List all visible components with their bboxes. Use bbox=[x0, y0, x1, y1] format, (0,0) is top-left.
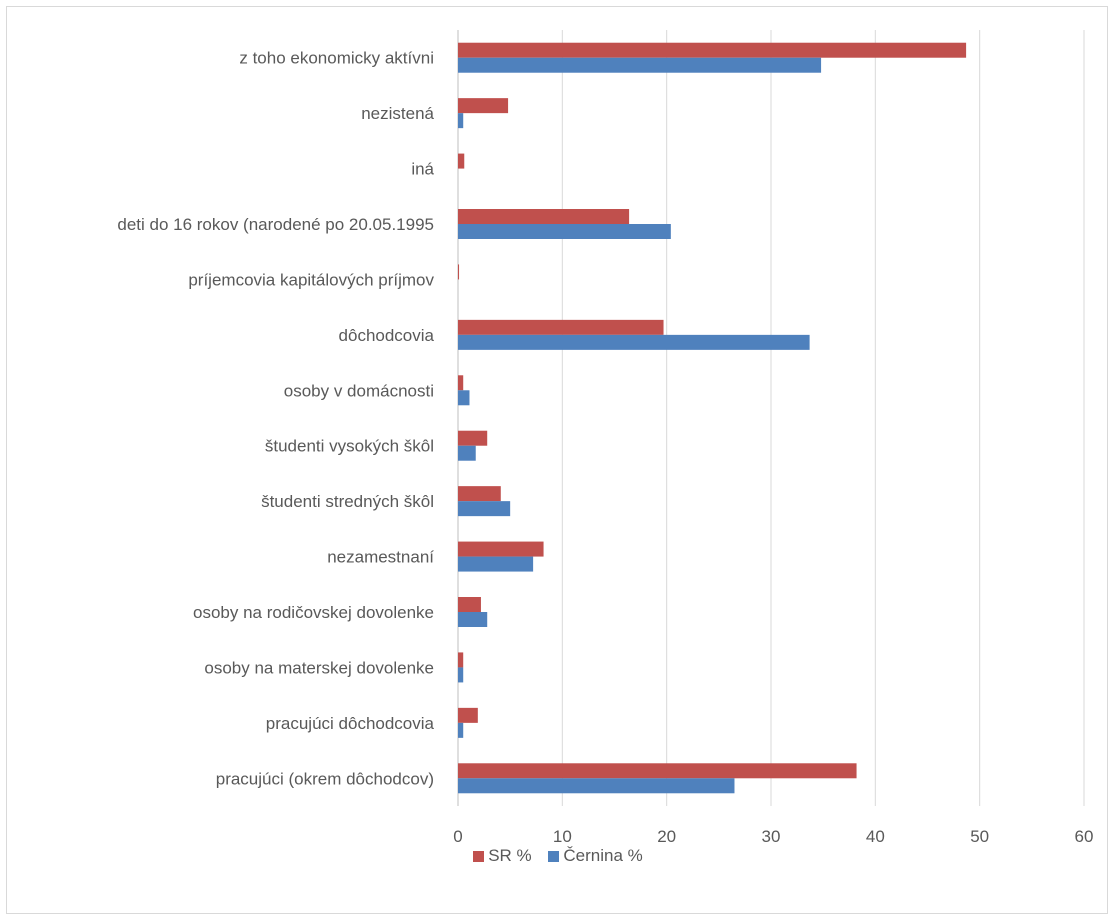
bar-cernina bbox=[458, 224, 671, 239]
legend-label-sr: SR % bbox=[488, 846, 532, 865]
bar-sr bbox=[458, 486, 501, 502]
bar-cernina bbox=[458, 57, 822, 73]
x-tick-label: 0 bbox=[453, 827, 462, 846]
gridlines bbox=[457, 30, 1085, 806]
bar-sr bbox=[458, 264, 460, 280]
bar-cernina bbox=[458, 556, 534, 572]
category-label: osoby na rodičovskej dovolenke bbox=[193, 603, 434, 622]
category-label: študenti vysokých škôl bbox=[265, 437, 434, 456]
category-label: osoby v domácnosti bbox=[284, 381, 434, 400]
legend: SR % Černina % bbox=[0, 846, 1116, 867]
bar-cernina bbox=[458, 667, 464, 683]
category-label: príjemcovia kapitálových príjmov bbox=[188, 270, 434, 289]
bar-sr bbox=[458, 375, 464, 391]
bar-sr bbox=[458, 98, 509, 114]
bar-cernina bbox=[458, 722, 464, 738]
category-label: pracujúci (okrem dôchodcov) bbox=[216, 769, 434, 788]
bar-cernina bbox=[458, 778, 735, 794]
x-tick-label: 10 bbox=[553, 827, 572, 846]
legend-item-cernina: Černina % bbox=[548, 846, 643, 866]
legend-label-cernina: Černina % bbox=[563, 846, 643, 865]
bar-sr bbox=[458, 153, 465, 169]
bars bbox=[458, 42, 967, 794]
category-label: nezamestnaní bbox=[327, 548, 434, 567]
x-tick-label: 60 bbox=[1075, 827, 1094, 846]
x-tick-label: 30 bbox=[762, 827, 781, 846]
legend-item-sr: SR % bbox=[473, 846, 532, 866]
bar-sr bbox=[458, 430, 488, 446]
bar-cernina bbox=[458, 501, 511, 517]
legend-swatch-sr bbox=[473, 850, 485, 862]
bar-sr bbox=[458, 597, 481, 612]
legend-swatch-cernina bbox=[548, 850, 560, 862]
category-label: pracujúci dôchodcovia bbox=[266, 714, 435, 733]
bar-sr bbox=[458, 652, 464, 668]
x-tick-label: 20 bbox=[657, 827, 676, 846]
x-tick-label: 40 bbox=[866, 827, 885, 846]
bar-sr bbox=[458, 319, 664, 335]
category-label: iná bbox=[411, 160, 434, 179]
x-tick-label: 50 bbox=[970, 827, 989, 846]
x-tick-labels: 0 10 20 30 40 50 60 bbox=[453, 827, 1093, 846]
bar-sr bbox=[458, 541, 544, 557]
category-labels: pracujúci (okrem dôchodcov) pracujúci dôc… bbox=[117, 49, 434, 789]
bar-cernina bbox=[458, 334, 810, 350]
category-label: osoby na materskej dovolenke bbox=[204, 658, 434, 677]
category-label: študenti stredných škôl bbox=[261, 492, 434, 511]
bar-cernina bbox=[458, 113, 464, 129]
bar-sr bbox=[458, 42, 967, 58]
category-label: nezistená bbox=[361, 104, 434, 123]
bar-cernina bbox=[458, 612, 488, 627]
category-label: z toho ekonomicky aktívni bbox=[239, 49, 434, 68]
bar-sr bbox=[458, 763, 857, 779]
bar-sr bbox=[458, 707, 478, 723]
bar-cernina bbox=[458, 390, 470, 406]
bar-cernina bbox=[458, 445, 476, 461]
chart-frame bbox=[6, 6, 1108, 914]
category-label: dôchodcovia bbox=[339, 326, 435, 345]
bar-sr bbox=[458, 209, 630, 224]
category-label: deti do 16 rokov (narodené po 20.05.1995 bbox=[117, 215, 434, 234]
